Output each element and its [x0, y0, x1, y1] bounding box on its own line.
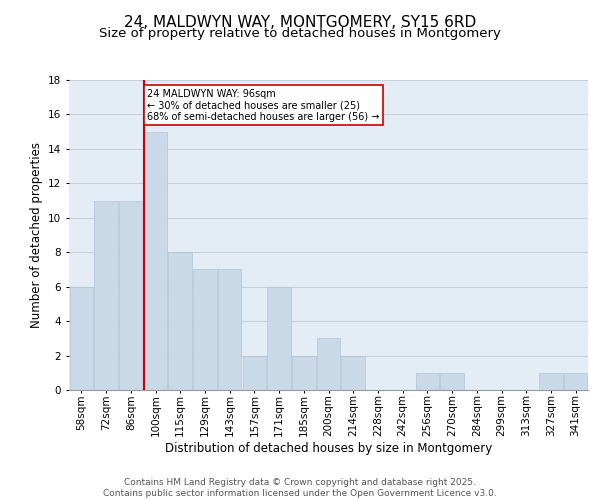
- Text: 24 MALDWYN WAY: 96sqm
← 30% of detached houses are smaller (25)
68% of semi-deta: 24 MALDWYN WAY: 96sqm ← 30% of detached …: [148, 88, 380, 122]
- Bar: [242, 356, 266, 390]
- Bar: [268, 286, 291, 390]
- Bar: [119, 200, 143, 390]
- Bar: [70, 286, 93, 390]
- Bar: [193, 270, 217, 390]
- Y-axis label: Number of detached properties: Number of detached properties: [29, 142, 43, 328]
- Bar: [169, 252, 192, 390]
- Bar: [317, 338, 340, 390]
- X-axis label: Distribution of detached houses by size in Montgomery: Distribution of detached houses by size …: [165, 442, 492, 455]
- Bar: [564, 373, 587, 390]
- Bar: [218, 270, 241, 390]
- Bar: [539, 373, 563, 390]
- Text: Contains HM Land Registry data © Crown copyright and database right 2025.
Contai: Contains HM Land Registry data © Crown c…: [103, 478, 497, 498]
- Bar: [144, 132, 167, 390]
- Bar: [292, 356, 316, 390]
- Text: Size of property relative to detached houses in Montgomery: Size of property relative to detached ho…: [99, 28, 501, 40]
- Bar: [341, 356, 365, 390]
- Text: 24, MALDWYN WAY, MONTGOMERY, SY15 6RD: 24, MALDWYN WAY, MONTGOMERY, SY15 6RD: [124, 15, 476, 30]
- Bar: [416, 373, 439, 390]
- Bar: [94, 200, 118, 390]
- Bar: [440, 373, 464, 390]
